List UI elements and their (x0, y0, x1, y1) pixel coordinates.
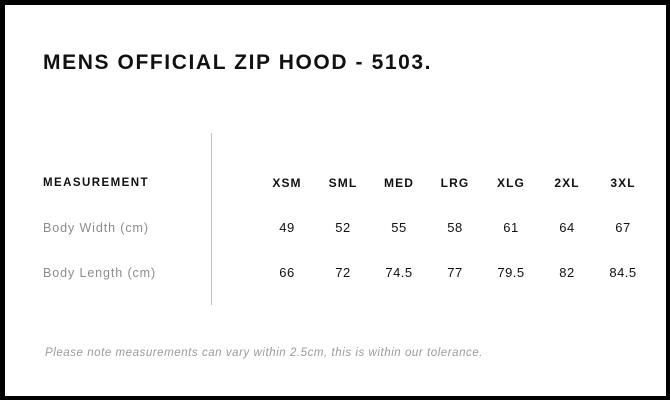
cell-body-length-sml: 72 (335, 265, 351, 280)
table-header: MEASUREMENT XSM SML MED LRG XLG 2XL 3XL (43, 160, 651, 205)
size-chart-canvas: MENS OFFICIAL ZIP HOOD - 5103. MEASUREME… (5, 5, 666, 396)
cell-body-width-3xl: 67 (615, 220, 631, 235)
row-label-body-length: Body Length (cm) (43, 265, 157, 280)
cell-body-width-2xl: 64 (559, 220, 575, 235)
column-header-2xl: 2XL (554, 175, 580, 190)
tolerance-footnote: Please note measurements can vary within… (45, 347, 484, 359)
size-chart-table: MEASUREMENT XSM SML MED LRG XLG 2XL 3XL … (43, 160, 651, 295)
cell-body-length-xsm: 66 (279, 265, 295, 280)
row-label-body-width: Body Width (cm) (43, 220, 149, 235)
column-header-med: MED (384, 175, 414, 190)
column-header-xsm: XSM (272, 175, 302, 190)
cell-body-length-lrg: 77 (447, 265, 463, 280)
cell-body-width-med: 55 (391, 220, 407, 235)
cell-body-length-med: 74.5 (385, 265, 413, 280)
cell-body-length-2xl: 82 (559, 265, 575, 280)
column-header-measurement: MEASUREMENT (43, 176, 150, 189)
column-header-lrg: LRG (440, 175, 470, 190)
column-header-xlg: XLG (497, 175, 525, 190)
column-header-3xl: 3XL (610, 175, 636, 190)
cell-body-width-xlg: 61 (503, 220, 519, 235)
table-header-row: MEASUREMENT XSM SML MED LRG XLG 2XL 3XL (43, 160, 651, 205)
page-title: MENS OFFICIAL ZIP HOOD - 5103. (43, 51, 433, 74)
table-body: Body Width (cm) 49 52 55 58 61 64 67 Bod… (43, 205, 651, 295)
table-vertical-divider (211, 133, 212, 305)
cell-body-length-xlg: 79.5 (497, 265, 525, 280)
table-row: Body Width (cm) 49 52 55 58 61 64 67 (43, 205, 651, 250)
cell-body-length-3xl: 84.5 (609, 265, 637, 280)
column-header-sml: SML (328, 175, 358, 190)
cell-body-width-lrg: 58 (447, 220, 463, 235)
cell-body-width-sml: 52 (335, 220, 351, 235)
table-row: Body Length (cm) 66 72 74.5 77 79.5 82 8… (43, 250, 651, 295)
cell-body-width-xsm: 49 (279, 220, 295, 235)
